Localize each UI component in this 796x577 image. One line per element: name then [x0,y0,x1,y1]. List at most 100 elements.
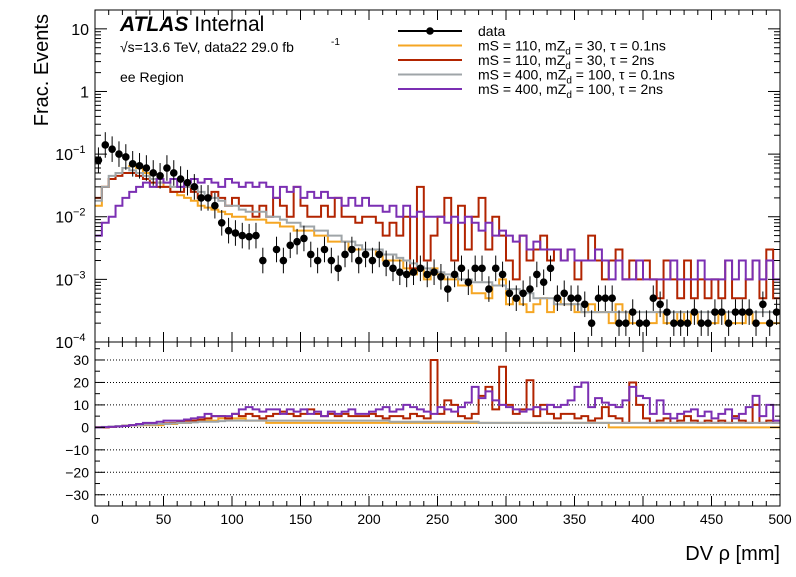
data-point [382,259,390,268]
data-point [697,319,706,327]
y-tick-label: 10 [73,397,89,413]
data-point [512,294,521,303]
data-point [457,264,466,273]
data-point [231,229,240,237]
data-point [128,160,137,168]
data-point [622,319,630,327]
data-point [272,245,281,254]
x-tick-label: 250 [426,511,450,527]
data-point [615,319,623,327]
ratio-line-ms-400-mz-d-100-2ns [95,381,780,429]
data-point [450,270,459,279]
data-point [416,264,425,273]
y-tick-label: −20 [65,464,89,480]
data-point [628,308,637,316]
data-point [354,256,363,265]
data-point [560,289,569,298]
legend-label: mS = 110, mZd = 30, τ = 2ns [478,52,654,72]
data-point [361,250,370,259]
data-point [169,169,178,177]
data-point [690,308,699,316]
data-point [204,194,212,202]
data-point [567,294,575,303]
data-point [683,319,692,327]
data-point [402,270,411,279]
data-point [259,256,267,265]
lower-panel-frame [94,341,781,507]
data-point [348,245,356,254]
data-point [649,294,658,303]
data-point [738,308,747,316]
legend-marker [426,27,434,35]
y-tick-label: 10 [55,210,73,227]
y-tick-label: 10 [71,22,89,39]
data-point [670,319,678,327]
data-point [286,241,295,250]
y-tick-label: 10 [55,147,73,164]
data-point [663,308,671,316]
region-label: ee Region [120,69,184,85]
data-point [464,278,473,287]
data-point [526,285,534,293]
data-point [176,175,185,183]
y-tick-label: 30 [73,352,89,368]
y-tick-label: 10 [55,335,73,352]
data-point [642,319,651,327]
y-tick-label: −30 [65,487,89,503]
y-tick-label: 1 [80,84,89,101]
energy-lumi-label: √s=13.6 TeV, data22 29.0 fb [120,39,294,55]
data-point [745,308,753,316]
data-point [409,268,418,277]
data-point [498,270,507,279]
data-point [101,141,110,149]
data-point [443,285,452,293]
data-point [759,300,767,309]
x-tick-label: 0 [91,511,99,527]
data-point [553,294,562,303]
series-line-ms-400-mz-d-100-0-1ns [95,167,780,314]
x-tick-label: 200 [357,511,381,527]
data-point [279,256,288,265]
data-point [752,319,760,327]
data-point [437,272,445,281]
data-point [135,162,144,170]
data-point [320,245,329,254]
data-point [587,319,596,327]
data-point [430,268,438,277]
data-point [396,268,404,277]
data-point [539,278,548,287]
y-tick-label: 0 [81,419,89,435]
data-point [115,150,123,158]
ratio-line-ms-400-mz-d-100-0-1ns [95,419,780,429]
data-point [197,194,205,202]
data-point [238,231,247,240]
data-point [505,289,514,298]
data-point [142,164,151,172]
data-point [491,264,500,273]
data-point [656,300,664,309]
experiment-label: ATLAS Internal [119,13,264,36]
legend-label: mS = 400, mZd = 100, τ = 2ns [478,81,663,101]
data-point [190,183,199,191]
data-point [341,250,349,259]
data-point [156,172,164,180]
x-tick-label: 500 [768,511,792,527]
x-tick-label: 50 [156,511,172,527]
y-tick-label: 10 [55,272,73,289]
data-point [471,264,479,273]
data-point [368,256,377,265]
data-point [375,250,384,259]
x-axis-title: DV ρ [mm] [685,543,780,565]
data-point [601,294,610,303]
y-axis-title: Frac. Events [31,14,53,126]
data-point [306,250,315,259]
data-point [389,264,397,273]
data-point [519,289,527,298]
data-point [724,319,733,327]
legend-label: mS = 400, mZd = 100, τ = 0.1ns [478,67,675,87]
data-point [574,294,582,303]
data-point [313,256,322,265]
legend-label: data [478,23,505,39]
